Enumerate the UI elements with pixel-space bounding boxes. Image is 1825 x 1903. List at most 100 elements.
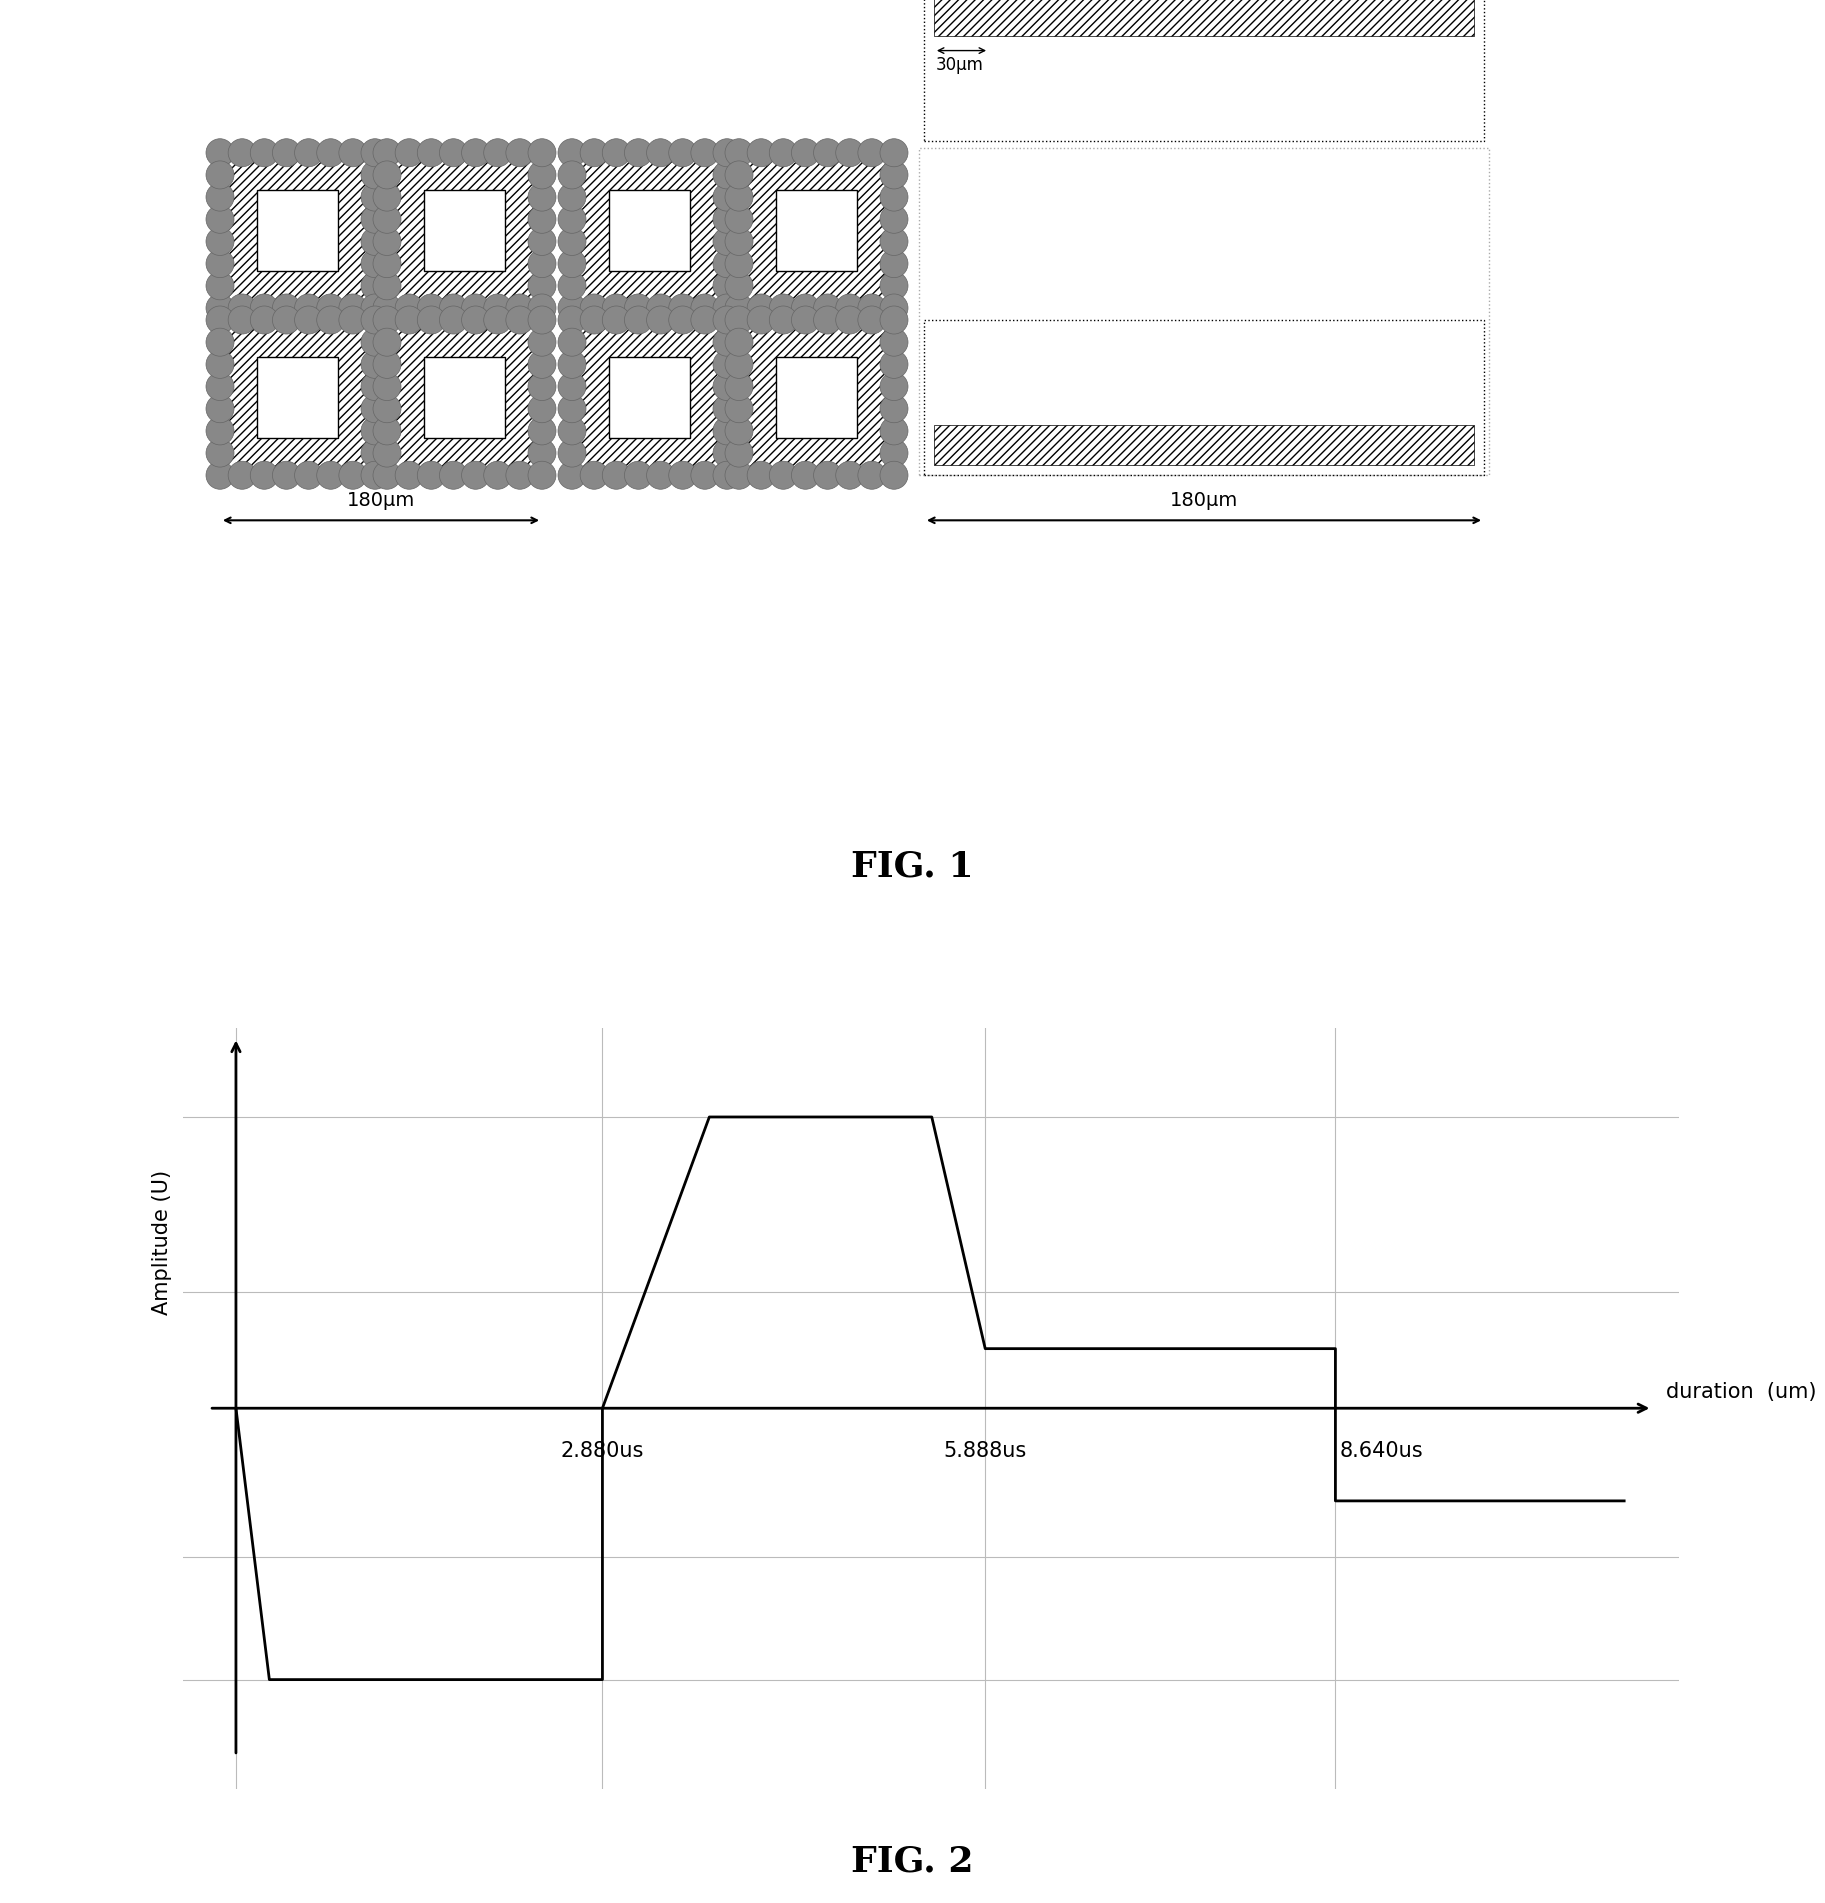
Circle shape (558, 249, 586, 278)
Circle shape (396, 461, 423, 489)
Circle shape (361, 417, 389, 445)
Circle shape (527, 373, 557, 400)
Circle shape (206, 327, 234, 356)
Bar (387, 152, 542, 308)
Bar (610, 358, 690, 438)
Circle shape (880, 206, 909, 234)
Circle shape (624, 306, 652, 335)
Circle shape (880, 249, 909, 278)
Circle shape (418, 293, 445, 322)
Circle shape (880, 417, 909, 445)
Circle shape (527, 206, 557, 234)
Circle shape (206, 394, 234, 422)
Text: 180μm: 180μm (347, 491, 414, 510)
Text: 5.888us: 5.888us (944, 1441, 1027, 1462)
Circle shape (668, 306, 697, 335)
Circle shape (836, 306, 863, 335)
Circle shape (250, 293, 277, 322)
Bar (610, 190, 690, 270)
Circle shape (602, 293, 630, 322)
Circle shape (725, 249, 754, 278)
Circle shape (714, 350, 741, 379)
Text: FIG. 2: FIG. 2 (850, 1844, 975, 1878)
Circle shape (361, 306, 389, 335)
Circle shape (558, 162, 586, 188)
Circle shape (858, 139, 885, 167)
Circle shape (692, 293, 719, 322)
Circle shape (527, 228, 557, 255)
Circle shape (318, 461, 345, 489)
Circle shape (746, 306, 776, 335)
Circle shape (250, 306, 277, 335)
Circle shape (880, 373, 909, 400)
Circle shape (624, 293, 652, 322)
Circle shape (396, 306, 423, 335)
Text: duration  (um): duration (um) (1666, 1382, 1816, 1403)
Circle shape (339, 293, 367, 322)
Circle shape (668, 139, 697, 167)
Circle shape (372, 394, 402, 422)
Circle shape (396, 139, 423, 167)
Circle shape (527, 249, 557, 278)
Circle shape (361, 249, 389, 278)
Circle shape (361, 162, 389, 188)
Circle shape (714, 327, 741, 356)
Circle shape (206, 249, 234, 278)
Circle shape (725, 306, 754, 335)
Circle shape (558, 461, 586, 489)
Circle shape (558, 350, 586, 379)
Circle shape (558, 293, 586, 322)
Circle shape (558, 394, 586, 422)
Circle shape (714, 461, 741, 489)
Circle shape (880, 228, 909, 255)
Circle shape (836, 139, 863, 167)
Circle shape (770, 461, 798, 489)
Circle shape (318, 139, 345, 167)
Circle shape (836, 293, 863, 322)
Circle shape (206, 373, 234, 400)
Circle shape (580, 139, 608, 167)
Circle shape (646, 293, 675, 322)
Text: 30μm: 30μm (936, 55, 984, 74)
Circle shape (814, 461, 841, 489)
Circle shape (440, 293, 467, 322)
Circle shape (484, 139, 511, 167)
Circle shape (558, 228, 586, 255)
Circle shape (558, 327, 586, 356)
Circle shape (624, 461, 652, 489)
Circle shape (725, 162, 754, 188)
Circle shape (814, 293, 841, 322)
Circle shape (506, 293, 535, 322)
Circle shape (462, 461, 489, 489)
Circle shape (725, 139, 754, 167)
Circle shape (880, 440, 909, 466)
Bar (423, 358, 506, 438)
Circle shape (372, 417, 402, 445)
Bar (423, 190, 506, 270)
Circle shape (714, 417, 741, 445)
Circle shape (746, 461, 776, 489)
Circle shape (880, 139, 909, 167)
Circle shape (880, 461, 909, 489)
Bar (257, 358, 338, 438)
Circle shape (746, 293, 776, 322)
Circle shape (228, 306, 256, 335)
Bar (923, 320, 1484, 476)
Bar (934, 424, 1475, 464)
Circle shape (880, 306, 909, 335)
Circle shape (250, 139, 277, 167)
Circle shape (814, 139, 841, 167)
Circle shape (714, 293, 741, 322)
Bar (923, 0, 1484, 141)
Circle shape (692, 461, 719, 489)
Circle shape (527, 327, 557, 356)
Circle shape (506, 461, 535, 489)
Circle shape (294, 293, 323, 322)
Circle shape (361, 327, 389, 356)
Circle shape (372, 228, 402, 255)
Circle shape (506, 306, 535, 335)
Circle shape (527, 162, 557, 188)
Circle shape (206, 228, 234, 255)
Circle shape (372, 327, 402, 356)
Circle shape (527, 272, 557, 301)
